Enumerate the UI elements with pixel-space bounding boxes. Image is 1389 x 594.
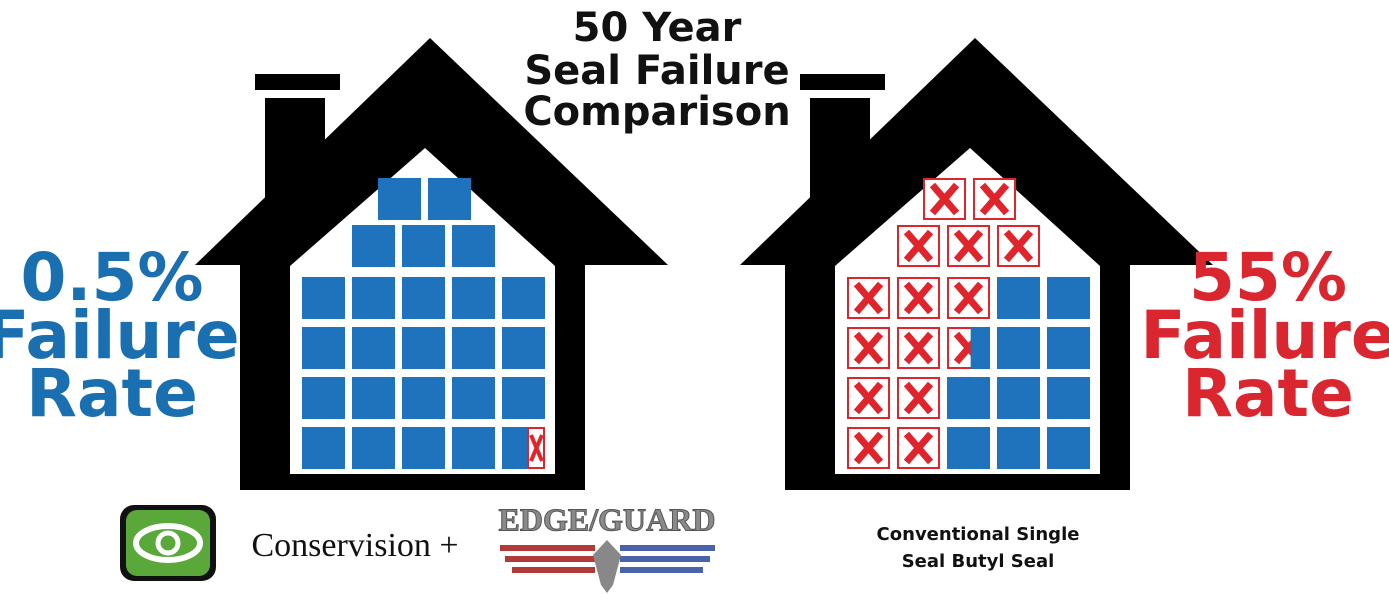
window bbox=[502, 327, 545, 369]
window bbox=[402, 427, 445, 469]
window bbox=[352, 377, 395, 419]
window bbox=[452, 225, 495, 267]
title-line: Comparison bbox=[523, 89, 790, 135]
window bbox=[302, 327, 345, 369]
left-label: Rate bbox=[26, 355, 198, 432]
conservision-text: Conservision + bbox=[251, 527, 458, 564]
title-line: 50 Year bbox=[573, 5, 742, 51]
window bbox=[997, 377, 1040, 419]
caption-line: Seal Butyl Seal bbox=[902, 551, 1055, 572]
window bbox=[947, 427, 990, 469]
window bbox=[1047, 277, 1090, 319]
chimney-cap bbox=[255, 74, 340, 90]
window bbox=[352, 427, 395, 469]
edgeguard-text: EDGE/GUARD bbox=[499, 501, 716, 537]
window bbox=[302, 277, 345, 319]
caption-line: Conventional Single bbox=[877, 524, 1080, 545]
edgeguard-logo bbox=[500, 540, 715, 593]
window bbox=[1047, 327, 1090, 369]
window bbox=[452, 377, 495, 419]
window bbox=[971, 327, 990, 369]
infographic: 50 Year Seal Failure Comparison 0.5% Fai… bbox=[0, 0, 1389, 594]
window bbox=[997, 427, 1040, 469]
window bbox=[352, 277, 395, 319]
right-label: Rate bbox=[1182, 355, 1354, 432]
window bbox=[302, 427, 345, 469]
window bbox=[352, 225, 395, 267]
window bbox=[997, 327, 1040, 369]
window bbox=[452, 427, 495, 469]
window bbox=[378, 178, 421, 220]
window bbox=[302, 377, 345, 419]
window bbox=[402, 327, 445, 369]
chimney-cap bbox=[800, 74, 885, 90]
window bbox=[452, 327, 495, 369]
window bbox=[402, 377, 445, 419]
window bbox=[997, 277, 1040, 319]
window bbox=[1047, 427, 1090, 469]
conservision-logo bbox=[120, 505, 216, 581]
window bbox=[502, 277, 545, 319]
window bbox=[352, 327, 395, 369]
window bbox=[428, 178, 471, 220]
window bbox=[947, 377, 990, 419]
window bbox=[452, 277, 495, 319]
window bbox=[402, 277, 445, 319]
window bbox=[1047, 377, 1090, 419]
title-line: Seal Failure bbox=[524, 48, 789, 94]
window bbox=[402, 225, 445, 267]
window bbox=[502, 377, 545, 419]
